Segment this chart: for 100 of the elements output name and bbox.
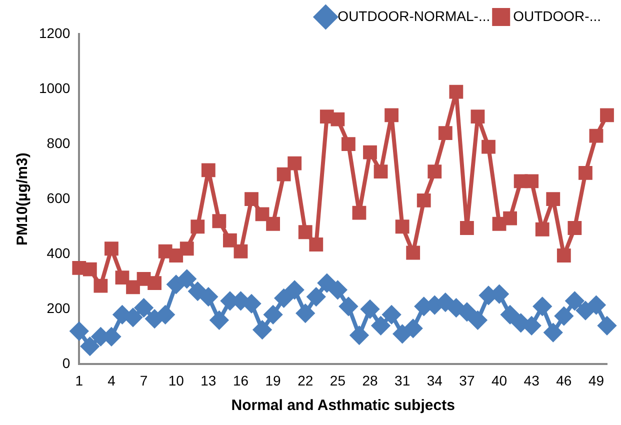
point: [266, 216, 280, 231]
x-tick-label: 34: [426, 372, 443, 388]
point: [522, 316, 541, 335]
point: [568, 221, 582, 235]
point: [274, 289, 293, 308]
point: [201, 163, 216, 178]
point: [70, 322, 88, 340]
point: [234, 244, 248, 258]
point: [501, 306, 520, 324]
point: [404, 319, 422, 338]
point: [449, 84, 464, 99]
point: [393, 324, 412, 343]
point: [374, 164, 388, 179]
x-tick-label: 46: [556, 372, 572, 388]
point: [169, 248, 184, 262]
point: [328, 280, 347, 299]
y-tick-label: 1200: [38, 24, 70, 41]
point: [136, 272, 151, 286]
point: [253, 320, 272, 339]
point: [503, 211, 517, 226]
x-tick-label: 13: [200, 372, 216, 388]
point: [190, 220, 205, 234]
point: [384, 108, 398, 122]
point: [361, 300, 380, 318]
point: [180, 242, 194, 256]
point: [428, 164, 442, 179]
x-tick-label: 37: [459, 372, 475, 388]
x-tick-label: 49: [588, 372, 604, 388]
x-tick-label: 25: [330, 372, 346, 388]
point: [492, 216, 506, 231]
point: [244, 192, 258, 206]
point: [468, 311, 487, 330]
point: [406, 246, 420, 260]
point: [210, 311, 228, 330]
point: [566, 292, 584, 310]
x-axis-title: Normal and Asthmatic subjects: [231, 397, 455, 414]
y-tick-label: 400: [46, 244, 70, 261]
point: [382, 306, 401, 324]
point: [598, 316, 616, 335]
point: [352, 206, 366, 220]
point: [556, 248, 571, 262]
point: [104, 242, 118, 256]
point: [416, 194, 431, 208]
y-tick-label: 800: [46, 134, 70, 151]
point: [188, 282, 207, 300]
x-tick-label: 40: [491, 372, 508, 388]
point: [148, 276, 162, 290]
x-tick-label: 7: [140, 372, 148, 388]
point: [318, 274, 336, 292]
y-axis-title: PM10(µg/m3): [14, 152, 32, 246]
point: [330, 112, 345, 126]
point: [363, 145, 377, 160]
x-tick-label: 1: [75, 372, 84, 388]
x-tick-label: 4: [108, 372, 116, 388]
x-tick-label: 43: [524, 372, 540, 388]
legend-label: OUTDOOR-...: [513, 8, 602, 24]
point: [350, 326, 368, 344]
point: [482, 140, 496, 154]
point: [470, 110, 485, 124]
point: [546, 192, 560, 206]
x-tick-label: 19: [265, 372, 282, 388]
y-tick-label: 200: [46, 300, 70, 316]
point: [339, 297, 358, 316]
point: [372, 316, 390, 335]
point: [600, 108, 614, 122]
point: [458, 302, 476, 321]
point: [199, 288, 218, 306]
point: [447, 298, 466, 317]
point: [533, 297, 552, 316]
y-tick-label: 0: [62, 355, 70, 372]
point: [115, 270, 130, 284]
point: [576, 302, 594, 320]
point: [286, 280, 304, 299]
y-tick-label: 1000: [38, 80, 70, 96]
point: [524, 174, 539, 188]
point: [255, 207, 270, 222]
point: [276, 167, 291, 182]
y-tick-label: 600: [46, 190, 70, 206]
point: [307, 288, 326, 306]
point: [589, 128, 604, 143]
point: [167, 275, 186, 294]
legend-label: OUTDOOR-NORMAL-...: [338, 8, 490, 24]
point: [460, 221, 474, 235]
x-tick-label: 31: [394, 372, 410, 388]
point: [134, 298, 153, 317]
x-tick-label: 16: [232, 372, 249, 388]
point: [288, 156, 302, 170]
point: [156, 306, 174, 324]
point: [223, 233, 237, 248]
point: [554, 307, 573, 326]
point: [126, 280, 140, 294]
point: [309, 238, 324, 252]
point: [535, 222, 550, 236]
point: [124, 308, 142, 326]
point: [94, 278, 108, 293]
point: [146, 310, 164, 328]
point: [438, 126, 452, 140]
point: [264, 306, 282, 324]
point: [342, 137, 356, 152]
point: [212, 214, 226, 228]
